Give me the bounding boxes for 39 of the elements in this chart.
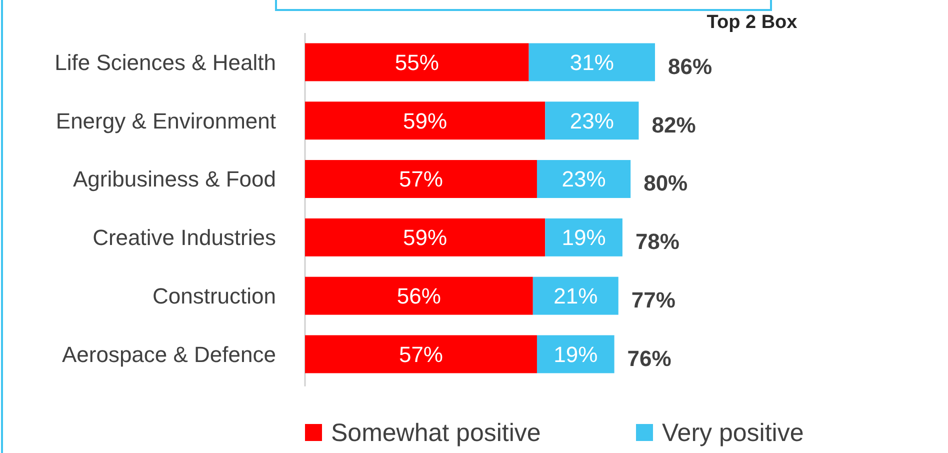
y-tick-label: Agribusiness & Food bbox=[73, 166, 276, 192]
total-label: 86% bbox=[668, 54, 712, 79]
bar bbox=[305, 43, 529, 82]
y-tick-label: Creative Industries bbox=[92, 225, 276, 250]
data-label: 56% bbox=[396, 284, 441, 308]
data-label: 59% bbox=[403, 108, 448, 134]
bar bbox=[305, 102, 546, 140]
y-tick-label: Life Sciences & Health bbox=[54, 50, 276, 75]
legend-label: Very positive bbox=[662, 418, 804, 447]
bar bbox=[528, 43, 655, 82]
total-label: 82% bbox=[652, 112, 696, 138]
data-label: 57% bbox=[398, 166, 444, 192]
y-tick-label: Construction bbox=[152, 284, 276, 308]
total-label: 77% bbox=[631, 288, 676, 312]
bar bbox=[305, 160, 537, 198]
bar bbox=[536, 160, 631, 198]
bar bbox=[545, 218, 622, 256]
total-label: 80% bbox=[644, 170, 688, 196]
bar bbox=[545, 102, 639, 140]
data-label: 23% bbox=[570, 108, 614, 134]
y-tick-label: Aerospace & Defence bbox=[62, 342, 276, 367]
data-label: 59% bbox=[403, 225, 448, 250]
data-label: 21% bbox=[554, 284, 598, 308]
total-label: 78% bbox=[635, 229, 680, 254]
legend-label: Somewhat positive bbox=[331, 418, 541, 447]
total-label: 76% bbox=[627, 346, 672, 371]
data-label: 55% bbox=[394, 50, 439, 75]
data-label: 23% bbox=[562, 166, 606, 192]
y-tick-label: Energy & Environment bbox=[56, 108, 276, 134]
data-label: 31% bbox=[570, 50, 614, 75]
bar bbox=[532, 276, 618, 315]
data-label: 19% bbox=[554, 342, 598, 367]
data-label: 57% bbox=[398, 342, 444, 367]
text: Top 2 Box bbox=[706, 12, 798, 33]
bar bbox=[305, 335, 537, 374]
bar bbox=[305, 276, 533, 315]
bar bbox=[305, 218, 546, 256]
bar bbox=[536, 335, 614, 374]
data-label: 19% bbox=[562, 225, 606, 250]
